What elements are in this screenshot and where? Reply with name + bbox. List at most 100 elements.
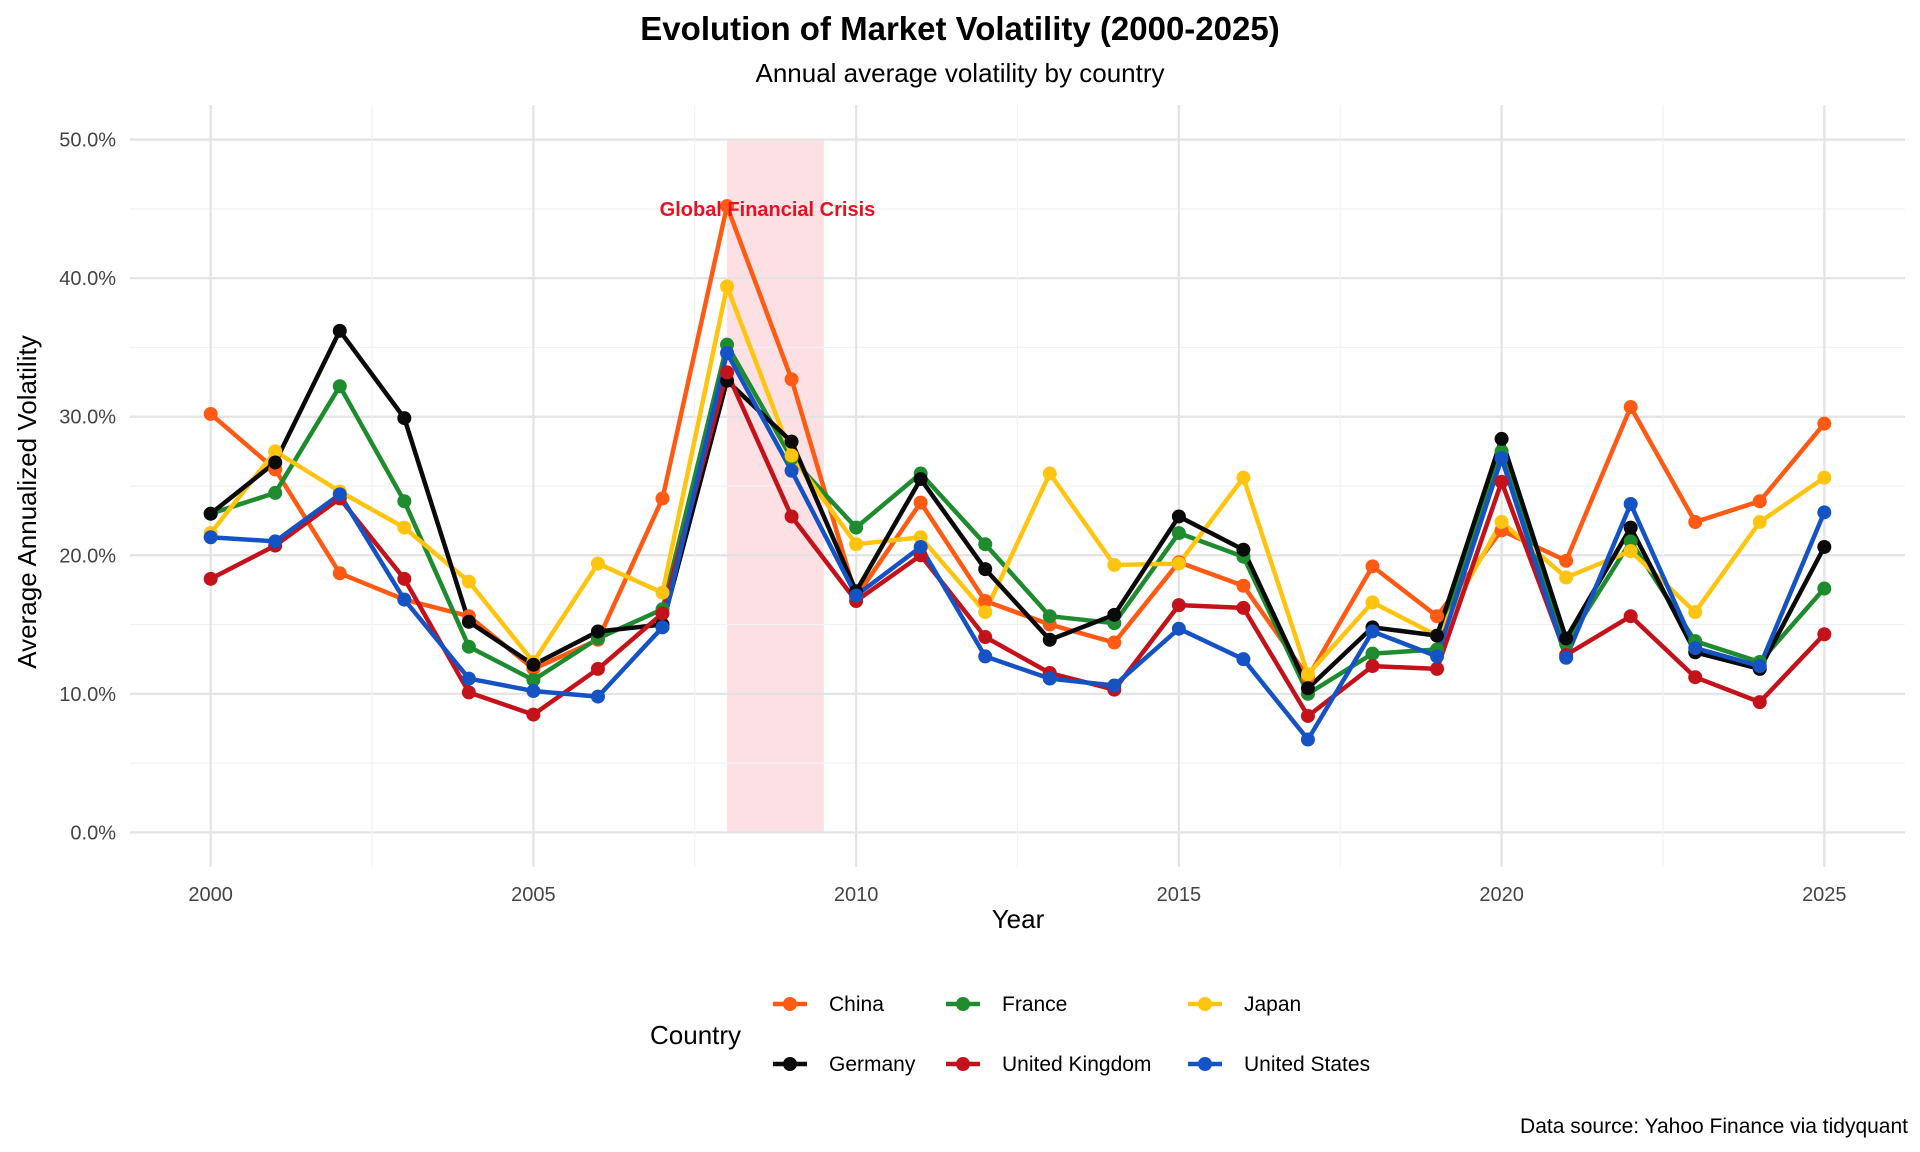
legend-label: Japan (1244, 993, 1301, 1016)
data-point-united-states-2015 (1171, 621, 1186, 636)
legend-label: China (829, 993, 884, 1016)
legend-key-point (956, 1057, 970, 1071)
data-point-japan-2021 (1559, 570, 1574, 585)
data-point-china-2023 (1688, 515, 1703, 530)
data-point-united-kingdom-2022 (1623, 609, 1638, 624)
data-point-china-2024 (1752, 494, 1767, 509)
data-point-japan-2020 (1494, 515, 1509, 530)
y-tick-label-10.0%: 10.0% (59, 684, 116, 706)
series-line-china (209, 203, 1827, 680)
legend-item-france: France (946, 993, 1067, 1016)
data-point-germany-2022 (1623, 520, 1638, 535)
crisis-annotation: Global Financial Crisis (660, 199, 876, 221)
data-point-united-kingdom-2012 (978, 630, 993, 645)
data-point-united-kingdom-2004 (461, 685, 476, 700)
data-point-united-states-2005 (526, 684, 541, 699)
data-point-united-kingdom-2017 (1300, 708, 1315, 723)
x-tick-label-2005: 2005 (511, 884, 556, 906)
legend-item-japan: Japan (1188, 993, 1301, 1016)
x-tick-label-2025: 2025 (1802, 884, 1847, 906)
x-tick-label-2000: 2000 (188, 884, 233, 906)
data-point-germany-2006 (590, 624, 605, 639)
data-point-united-states-2024 (1752, 659, 1767, 674)
data-point-germany-2014 (1107, 607, 1122, 622)
data-point-germany-2017 (1300, 681, 1315, 696)
data-point-japan-2011 (913, 530, 928, 545)
data-point-france-2005 (526, 672, 541, 687)
data-point-china-2009 (784, 372, 799, 387)
data-point-japan-2017 (1300, 667, 1315, 682)
data-point-united-states-2017 (1300, 732, 1315, 747)
data-point-japan-2009 (784, 448, 799, 463)
series-points (203, 199, 1832, 747)
legend-key-point (783, 1057, 797, 1071)
legend-item-united-kingdom: United Kingdom (946, 1053, 1151, 1076)
data-point-japan-2008 (720, 279, 735, 294)
legend-label: United States (1244, 1053, 1370, 1076)
data-source-caption: Data source: Yahoo Finance via tidyquant (1520, 1115, 1908, 1138)
data-point-japan-2018 (1365, 595, 1380, 610)
data-point-japan-2025 (1817, 470, 1832, 485)
data-point-united-kingdom-2018 (1365, 659, 1380, 674)
data-point-japan-2010 (849, 537, 864, 552)
data-point-united-kingdom-2000 (203, 571, 218, 586)
data-point-france-2001 (268, 485, 283, 500)
data-point-china-2016 (1236, 578, 1251, 593)
data-point-united-states-2020 (1494, 451, 1509, 466)
data-point-united-kingdom-2020 (1494, 474, 1509, 489)
data-point-china-2011 (913, 495, 928, 510)
data-point-japan-2004 (461, 574, 476, 589)
data-point-japan-2015 (1171, 556, 1186, 571)
data-point-france-2003 (397, 494, 412, 509)
y-axis-title: Average Annualized Volatility (12, 335, 42, 668)
data-point-germany-2001 (268, 455, 283, 470)
data-point-germany-2021 (1559, 631, 1574, 646)
data-point-united-states-2014 (1107, 678, 1122, 693)
x-tick-label-2015: 2015 (1157, 884, 1202, 906)
data-point-united-states-2010 (849, 588, 864, 603)
data-point-united-kingdom-2019 (1430, 661, 1445, 676)
legend: China France Japan Germany United Kingdom Uni… (773, 993, 1370, 1076)
legend-key-point (1198, 1057, 1212, 1071)
data-point-germany-2003 (397, 411, 412, 426)
data-point-japan-2013 (1042, 466, 1057, 481)
data-point-united-states-2008 (720, 345, 735, 360)
legend-label: United Kingdom (1002, 1053, 1151, 1076)
legend-title: Country (650, 1020, 741, 1050)
data-point-united-states-2006 (590, 689, 605, 704)
legend-label: France (1002, 993, 1067, 1016)
data-point-germany-2012 (978, 562, 993, 577)
x-tick-label-2020: 2020 (1479, 884, 1524, 906)
legend-key-point (956, 997, 970, 1011)
data-point-japan-2006 (590, 556, 605, 571)
data-point-japan-2012 (978, 605, 993, 620)
data-point-japan-2024 (1752, 515, 1767, 530)
data-point-united-states-2022 (1623, 497, 1638, 512)
data-point-united-kingdom-2023 (1688, 670, 1703, 685)
data-point-china-2014 (1107, 635, 1122, 650)
data-point-china-2002 (332, 566, 347, 581)
grid-lines (130, 105, 1905, 867)
series-line-japan (208, 284, 1826, 677)
data-point-china-2025 (1817, 416, 1832, 431)
data-point-japan-2014 (1107, 557, 1122, 572)
data-point-france-2010 (849, 520, 864, 535)
series-line-germany (209, 328, 1827, 691)
data-point-united-kingdom-2016 (1236, 600, 1251, 615)
data-point-japan-2022 (1623, 544, 1638, 559)
data-point-japan-2023 (1688, 605, 1703, 620)
data-point-united-kingdom-2006 (590, 661, 605, 676)
y-tick-label-40.0%: 40.0% (59, 268, 116, 290)
data-point-germany-2009 (784, 434, 799, 449)
data-point-france-2012 (978, 537, 993, 552)
data-point-germany-2013 (1042, 632, 1057, 647)
data-point-china-2018 (1365, 559, 1380, 574)
data-point-germany-2015 (1171, 509, 1186, 524)
x-tick-label-2010: 2010 (834, 884, 879, 906)
x-tick-labels: 2000 2005 2010 2015 2020 2025 (188, 884, 1846, 906)
data-point-united-states-2019 (1430, 649, 1445, 664)
data-point-germany-2019 (1430, 628, 1445, 643)
data-point-germany-2005 (526, 657, 541, 672)
data-point-france-2013 (1042, 609, 1057, 624)
